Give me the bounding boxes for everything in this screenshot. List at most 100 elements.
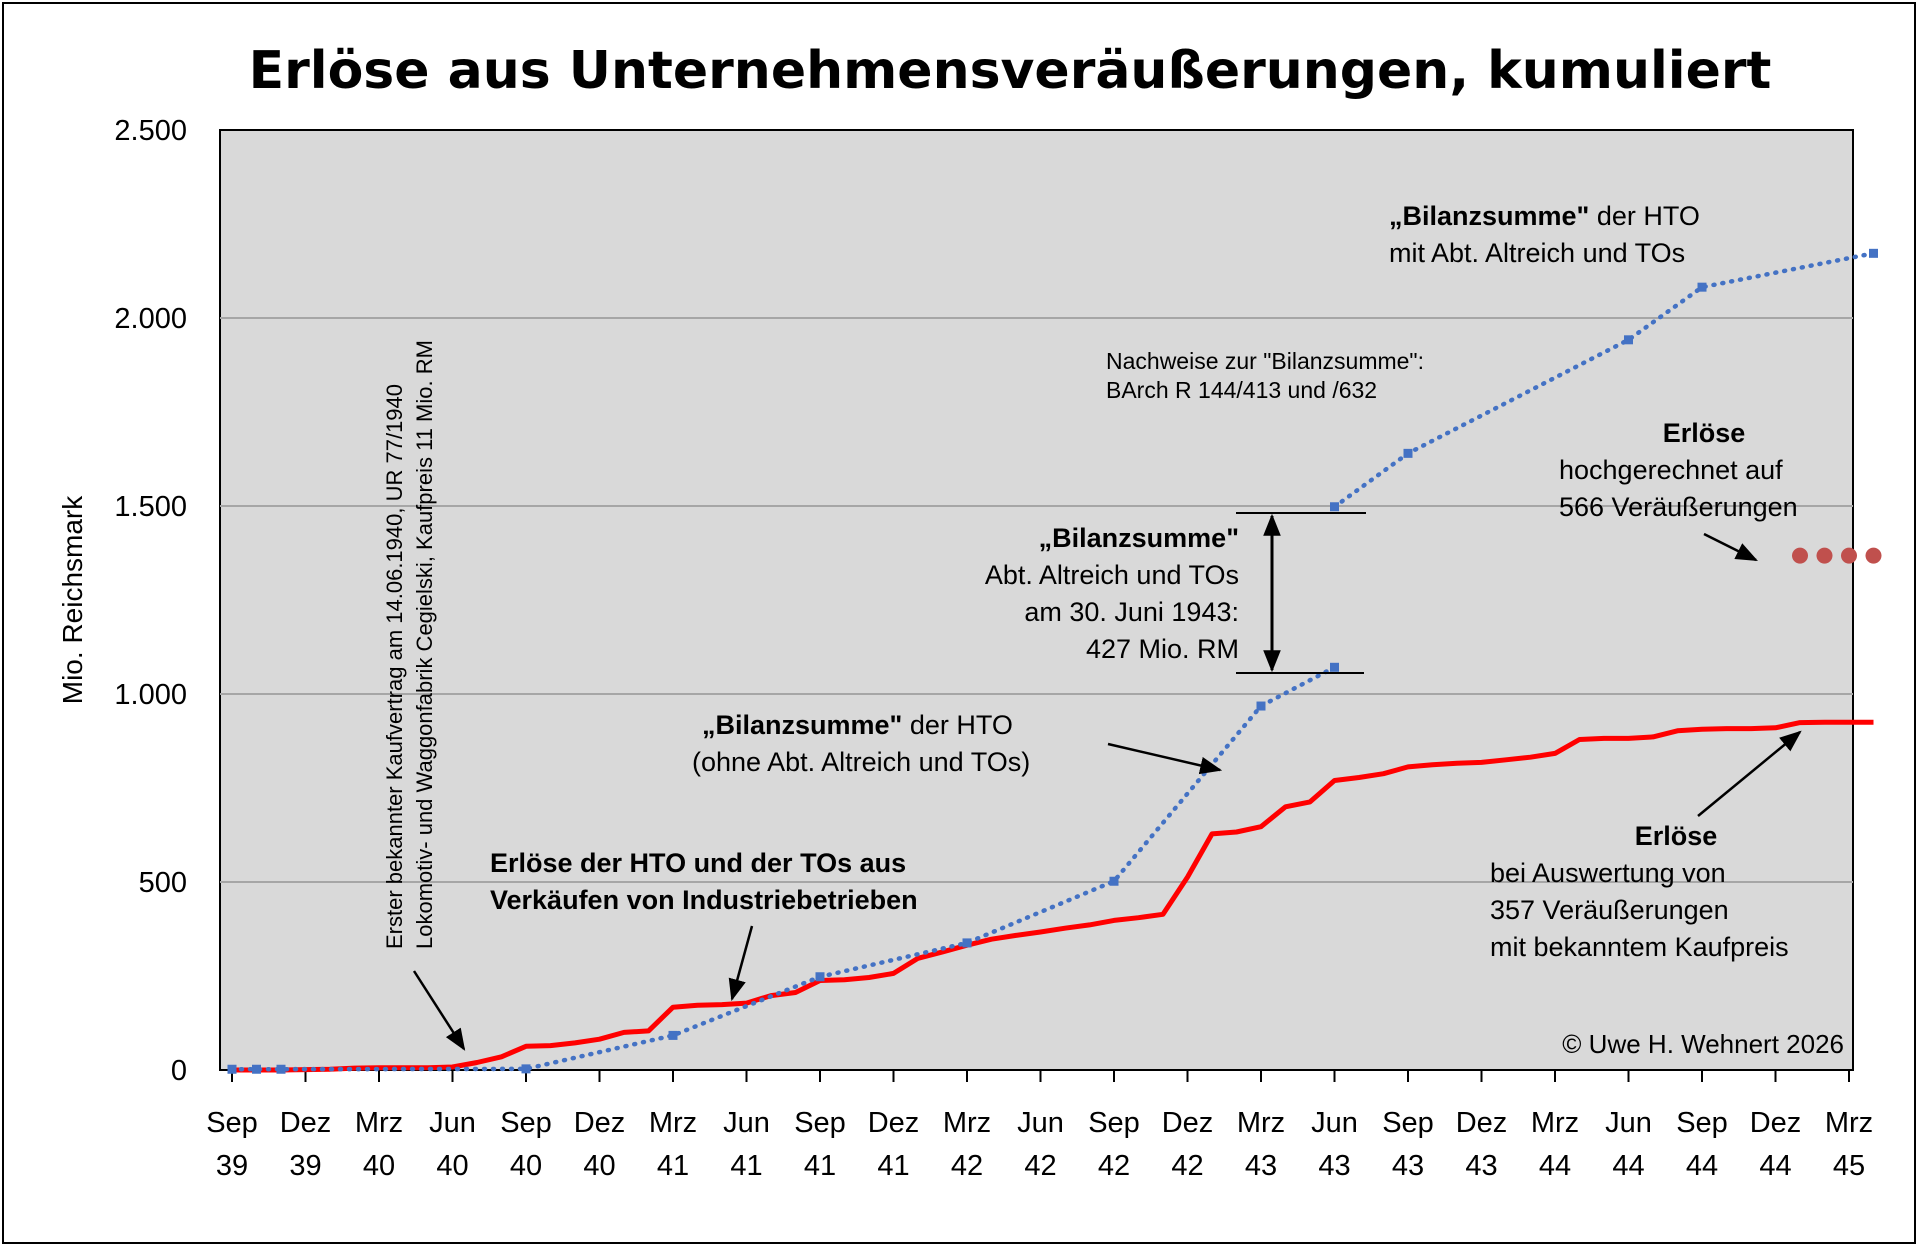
chart-title: Erlöse aus Unternehmensveräußerungen, ku… [249,41,1772,101]
x-tick-label: Jun [723,1107,770,1139]
x-tick-label: 40 [363,1150,395,1182]
hoch-label-line3: 566 Veräußerungen [1559,492,1798,522]
x-tick-label: Jun [1605,1107,1652,1139]
hto-label-line1: „Bilanzsumme" der HTO [702,710,1013,740]
altreich-label-line1: „Bilanzsumme" [1039,523,1239,553]
x-tick-label: Mrz [1531,1107,1579,1139]
series-point-bilanzsumme_hto [962,938,972,948]
series-point-bilanzsumme_hto [1256,701,1266,711]
erloese-label-line1: Erlöse der HTO und der TOs aus [490,848,906,878]
y-axis-label: Mio. Reichsmark [57,495,88,704]
series-point-erloese_hochgerechnet [1841,547,1857,564]
hoch-label-line1: Erlöse [1663,418,1746,448]
x-tick-label: 44 [1686,1150,1718,1182]
x-tick-label: 43 [1318,1150,1350,1182]
x-tick-label: 40 [583,1150,615,1182]
x-tick-label: Mrz [1825,1107,1873,1139]
x-tick-label: Mrz [355,1107,403,1139]
x-tick-label: Dez [1162,1107,1214,1139]
x-tick-label: 45 [1833,1150,1865,1182]
y-tick-label: 500 [139,867,187,899]
series-line-bilanzsumme_hto [229,665,1337,1072]
x-tick-label: 43 [1392,1150,1424,1182]
erloese-label-line2: Verkäufen von Industriebetrieben [490,885,918,915]
x-tick-label: 41 [730,1150,762,1182]
altreich-label-line3: am 30. Juni 1943: [1024,597,1239,627]
vertical-note-arrow [412,970,466,1051]
nachweise-line1: Nachweise zur "Bilanzsumme": [1106,348,1424,374]
series-point-bilanzsumme_hto_altreich [1330,502,1339,512]
x-tick-label: Mrz [943,1107,991,1139]
x-tick-label: 42 [1171,1150,1203,1182]
x-tick-label: Dez [280,1107,332,1139]
series-point-bilanzsumme_hto_altreich [1403,448,1413,458]
x-tick-label: Sep [794,1107,846,1139]
series-point-bilanzsumme_hto [668,1030,678,1040]
series-point-bilanzsumme_hto_altreich [1697,282,1707,292]
hoch-label-arrow [1703,532,1758,562]
y-tick-label: 1.500 [114,491,187,523]
x-tick-label: 39 [289,1150,321,1182]
altreich-label-line4: 427 Mio. RM [1086,634,1239,664]
series-point-bilanzsumme_hto [521,1064,531,1074]
x-tick-label: 43 [1245,1150,1277,1182]
y-tick-label: 2.500 [114,115,187,147]
erloese-label-arrow [728,925,754,1002]
vertical-note-line2: Lokomotiv- und Waggonfabrik Cegielski, K… [412,340,437,949]
x-tick-label: 41 [877,1150,909,1182]
series-point-erloese_hochgerechnet [1792,547,1808,564]
hto-label-line2: (ohne Abt. Altreich und TOs) [692,747,1030,777]
series-group [227,248,1882,1074]
x-tick-label: 40 [510,1150,542,1182]
x-tick-label: Dez [1456,1107,1508,1139]
series-line-bilanzsumme_hto_altreich [1332,251,1876,510]
x-tick-label: Jun [1311,1107,1358,1139]
x-tick-label: 42 [1098,1150,1130,1182]
y-axis-ticks: 0 500 1.000 1.500 2.000 2.500 [114,115,187,1087]
altreich-label-line2: Abt. Altreich und TOs [985,560,1239,590]
x-tick-label: Dez [1750,1107,1802,1139]
x-tick-label: 39 [216,1150,248,1182]
x-tick-label: 42 [951,1150,983,1182]
series-line-erloese [232,719,1874,1073]
x-tick-label: Sep [1676,1107,1728,1139]
vertical-note: Erster bekannter Kaufvertrag am 14.06.19… [382,340,437,949]
x-tick-label: Mrz [649,1107,697,1139]
y-tick-label: 0 [171,1055,187,1087]
series-point-bilanzsumme_hto_altreich [1869,248,1878,258]
series-point-bilanzsumme_hto [1109,876,1119,886]
x-tick-label: Sep [206,1107,258,1139]
x-tick-label: Dez [574,1107,626,1139]
series-point-bilanzsumme_hto_altreich [1624,335,1633,345]
vertical-note-line1: Erster bekannter Kaufvertrag am 14.06.19… [382,384,407,949]
x-tick-label: Sep [1088,1107,1140,1139]
x-tick-label: Sep [1382,1107,1434,1139]
hto-label-arrow [1107,742,1223,775]
series-point-erloese_hochgerechnet [1816,547,1833,564]
hto-label-rest: der HTO [902,710,1013,740]
series-point-bilanzsumme_hto [815,972,825,982]
chart: Erlöse aus Unternehmensveräußerungen, ku… [57,41,1882,1182]
series-point-bilanzsumme_hto [227,1064,237,1074]
ausw-label-arrow [1697,730,1802,817]
x-tick-label: 44 [1539,1150,1571,1182]
hto-label-bold: „Bilanzsumme" [702,710,902,740]
x-tick-label: Dez [868,1107,920,1139]
x-tick-label: 41 [657,1150,689,1182]
top-label-line1: „Bilanzsumme" der HTO [1389,201,1700,231]
series-point-erloese_hochgerechnet [1865,547,1882,564]
ausw-label-line3: 357 Veräußerungen [1490,895,1729,925]
ausw-label-line4: mit bekanntem Kaufpreis [1490,932,1789,962]
y-tick-label: 1.000 [114,679,187,711]
ausw-label-line1: Erlöse [1635,821,1718,851]
x-tick-label: 43 [1465,1150,1497,1182]
x-tick-label: Jun [1017,1107,1064,1139]
x-tick-label: 44 [1612,1150,1644,1182]
top-label-bold: „Bilanzsumme" [1389,201,1589,231]
x-tick-label: Mrz [1237,1107,1285,1139]
x-tick-label: 40 [436,1150,468,1182]
series-point-bilanzsumme_hto [276,1064,286,1074]
ausw-label-line2: bei Auswertung von [1490,858,1726,888]
x-axis-ticks: Sep 39 Dez 39 Mrz 40 Jun 40 Sep 40 Dez 40 Mrz 41 Jun 41… [206,1070,1873,1182]
